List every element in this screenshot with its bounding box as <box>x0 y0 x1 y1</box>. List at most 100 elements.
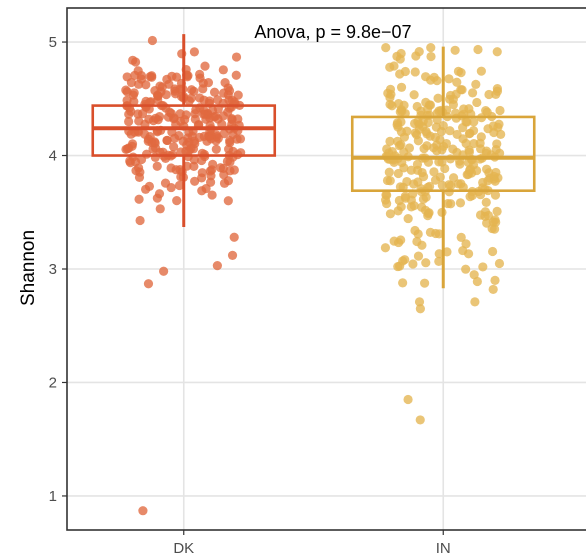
data-point-in <box>492 206 502 216</box>
data-point-in <box>429 167 439 177</box>
data-point-in <box>412 236 422 247</box>
y-tick-label: 4 <box>49 148 57 165</box>
data-point-in <box>384 167 394 177</box>
data-point-dk <box>124 116 134 127</box>
data-point-in <box>385 99 395 110</box>
data-point-in <box>395 69 405 79</box>
data-point-dk <box>156 87 166 97</box>
data-point-in <box>448 94 458 104</box>
data-point-dk <box>135 167 145 177</box>
data-point-dk <box>205 166 215 176</box>
data-point-in <box>420 278 430 288</box>
data-point-in <box>385 62 395 72</box>
data-point-in <box>410 67 420 77</box>
data-point-in <box>456 232 466 243</box>
data-point-in <box>471 79 481 89</box>
data-point-in <box>429 143 439 153</box>
data-point-dk <box>218 88 229 98</box>
data-point-dk <box>135 215 145 226</box>
data-point-dk <box>204 96 215 106</box>
data-point-in <box>472 276 482 287</box>
data-point-in <box>393 98 404 109</box>
data-point-dk <box>143 136 153 146</box>
data-point-in <box>426 42 436 53</box>
data-point-dk <box>227 250 238 260</box>
data-point-dk <box>137 108 148 119</box>
data-point-dk <box>189 155 199 165</box>
data-point-dk <box>126 129 136 139</box>
data-point-in <box>487 246 498 257</box>
data-point-in <box>484 89 494 100</box>
data-point-dk <box>167 71 177 81</box>
data-point-dk <box>198 109 209 119</box>
data-point-in <box>492 139 502 149</box>
data-point-in <box>398 256 408 266</box>
data-point-in <box>406 202 416 212</box>
data-point-in <box>450 45 460 55</box>
data-point-in <box>410 225 420 236</box>
data-point-in <box>385 209 396 219</box>
data-point-dk <box>134 79 144 89</box>
data-point-dk <box>218 163 229 173</box>
data-point-in <box>490 176 500 186</box>
data-point-dk <box>206 134 216 144</box>
data-point-in <box>393 122 403 132</box>
data-point-dk <box>166 182 176 193</box>
data-point-in <box>483 124 493 134</box>
data-point-in <box>488 284 498 295</box>
data-point-dk <box>121 85 131 95</box>
data-point-dk <box>170 84 180 94</box>
data-point-dk <box>155 204 165 214</box>
data-point-in <box>433 93 443 103</box>
y-tick-label: 1 <box>49 488 57 505</box>
data-point-dk <box>169 142 179 152</box>
data-point-dk <box>207 190 217 200</box>
y-tick-label: 5 <box>49 34 57 51</box>
data-point-in <box>437 180 447 190</box>
data-point-dk <box>197 173 207 183</box>
data-point-dk <box>219 178 230 188</box>
data-point-in <box>444 74 454 84</box>
data-point-in <box>469 117 479 127</box>
box-in <box>350 115 536 193</box>
data-point-dk <box>212 95 223 105</box>
data-point-in <box>395 107 405 117</box>
anova-annotation: Anova, p = 9.8e−07 <box>254 22 411 42</box>
data-point-in <box>419 144 429 154</box>
data-point-in <box>382 190 392 200</box>
data-point-in <box>413 136 423 146</box>
data-point-dk <box>144 114 154 124</box>
data-point-in <box>438 121 448 131</box>
data-point-dk <box>147 71 157 81</box>
data-point-dk <box>147 35 158 46</box>
data-point-in <box>414 297 425 307</box>
data-point-dk <box>186 144 196 154</box>
data-point-in <box>494 148 505 158</box>
data-point-in <box>421 258 431 268</box>
data-point-dk <box>220 78 230 88</box>
data-point-dk <box>211 144 221 154</box>
data-point-dk <box>152 193 162 203</box>
data-point-in <box>482 107 492 117</box>
data-point-in <box>403 394 413 405</box>
data-point-in <box>416 110 426 120</box>
data-point-in <box>412 159 423 169</box>
data-point-dk <box>233 90 243 100</box>
data-point-in <box>392 136 403 146</box>
data-point-in <box>461 239 471 249</box>
data-point-dk <box>141 184 151 194</box>
data-point-dk <box>172 196 182 206</box>
data-point-dk <box>197 155 207 166</box>
data-point-in <box>457 85 467 95</box>
boxes <box>91 34 536 289</box>
data-point-dk <box>174 131 184 141</box>
data-point-dk <box>171 165 181 175</box>
data-point-dk <box>122 95 132 105</box>
data-point-dk <box>225 136 235 146</box>
data-point-dk <box>138 506 148 516</box>
data-point-dk <box>218 111 228 121</box>
data-point-in <box>434 229 444 239</box>
data-point-in <box>414 47 424 57</box>
data-point-in <box>472 97 482 108</box>
